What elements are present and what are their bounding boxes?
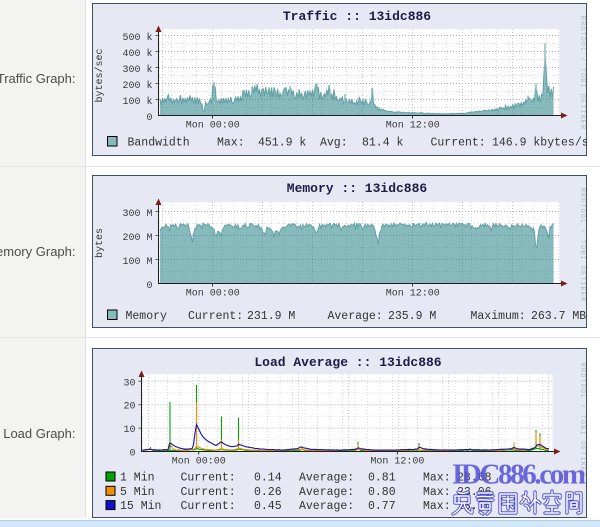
svg-text:Current:: Current: bbox=[181, 472, 236, 485]
svg-text:1 Min: 1 Min bbox=[120, 472, 155, 485]
svg-text:0.80: 0.80 bbox=[368, 486, 396, 499]
svg-text:Load Average :: 13idc886: Load Average :: 13idc886 bbox=[254, 355, 441, 370]
svg-text:200 k: 200 k bbox=[122, 80, 152, 92]
svg-text:Current:: Current: bbox=[188, 310, 243, 323]
svg-text:0.14: 0.14 bbox=[254, 472, 282, 485]
svg-text:10: 10 bbox=[123, 425, 135, 436]
svg-text:20: 20 bbox=[123, 402, 135, 413]
svg-text:Mon 12:00: Mon 12:00 bbox=[370, 457, 424, 468]
svg-text:300 k: 300 k bbox=[122, 64, 152, 76]
svg-text:bytes/sec: bytes/sec bbox=[94, 48, 106, 102]
svg-text:200 M: 200 M bbox=[122, 233, 152, 244]
svg-text:Max:: Max: bbox=[423, 500, 451, 513]
svg-text:Maximum:: Maximum: bbox=[471, 310, 526, 323]
svg-text:RRDTOOL / TOBI OETIKER: RRDTOOL / TOBI OETIKER bbox=[578, 188, 586, 302]
svg-text:Current:: Current: bbox=[431, 137, 486, 150]
svg-text:146.9 kbytes/s: 146.9 kbytes/s bbox=[492, 137, 589, 150]
svg-text:Memory: Memory bbox=[126, 310, 168, 323]
svg-text:235.9 M: 235.9 M bbox=[388, 310, 436, 323]
svg-text:IDC886.com: IDC886.com bbox=[452, 459, 586, 491]
svg-text:Mon 00:00: Mon 00:00 bbox=[186, 289, 240, 300]
svg-text:0.45: 0.45 bbox=[254, 500, 282, 513]
svg-text:15 Min: 15 Min bbox=[120, 500, 161, 513]
svg-text:300 M: 300 M bbox=[122, 209, 152, 220]
svg-text:0.77: 0.77 bbox=[368, 500, 396, 513]
svg-text:0: 0 bbox=[129, 449, 135, 460]
svg-text:0.81: 0.81 bbox=[368, 472, 396, 485]
svg-text:Mon 00:00: Mon 00:00 bbox=[172, 457, 226, 468]
svg-text:Mon 12:00: Mon 12:00 bbox=[386, 289, 440, 300]
svg-text:400 k: 400 k bbox=[122, 48, 152, 60]
svg-text:Avg:: Avg: bbox=[320, 137, 348, 150]
svg-text:Average:: Average: bbox=[328, 310, 383, 323]
svg-text:0.26: 0.26 bbox=[254, 486, 282, 499]
svg-text:100 M: 100 M bbox=[122, 257, 152, 268]
svg-text:Memory :: 13idc886: Memory :: 13idc886 bbox=[287, 181, 428, 196]
svg-text:Current:: Current: bbox=[181, 486, 236, 499]
svg-text:263.7 MB: 263.7 MB bbox=[531, 310, 586, 323]
svg-text:Bandwidth: Bandwidth bbox=[128, 137, 190, 150]
svg-text:Mon 00:00: Mon 00:00 bbox=[186, 121, 240, 132]
svg-text:451.9 k: 451.9 k bbox=[258, 137, 306, 150]
svg-text:RRDTOOL / TOBI OETIKER: RRDTOOL / TOBI OETIKER bbox=[578, 16, 586, 130]
svg-text:5 Min: 5 Min bbox=[120, 486, 155, 499]
svg-text:Mon 12:00: Mon 12:00 bbox=[386, 121, 440, 132]
svg-text:28.68: 28.68 bbox=[457, 472, 492, 485]
svg-text:Average:: Average: bbox=[299, 472, 354, 485]
svg-text:30: 30 bbox=[123, 378, 135, 389]
svg-text:Max:: Max: bbox=[423, 486, 451, 499]
svg-text:Max:: Max: bbox=[423, 472, 451, 485]
svg-text:Max:: Max: bbox=[217, 137, 245, 150]
svg-text:500 k: 500 k bbox=[122, 32, 152, 44]
svg-text:81.4 k: 81.4 k bbox=[362, 137, 404, 150]
svg-text:100 k: 100 k bbox=[122, 96, 152, 108]
svg-text:RRDTOOL / TOBI OETIKER: RRDTOOL / TOBI OETIKER bbox=[578, 363, 586, 477]
svg-text:0: 0 bbox=[146, 281, 152, 292]
svg-text:0: 0 bbox=[146, 113, 152, 124]
svg-text:bytes: bytes bbox=[94, 228, 106, 258]
svg-text:Average:: Average: bbox=[299, 486, 354, 499]
svg-text:Traffic :: 13idc886: Traffic :: 13idc886 bbox=[283, 9, 431, 24]
svg-text:Current:: Current: bbox=[181, 500, 236, 513]
svg-text:231.9 M: 231.9 M bbox=[247, 310, 295, 323]
svg-text:Average:: Average: bbox=[299, 500, 354, 513]
